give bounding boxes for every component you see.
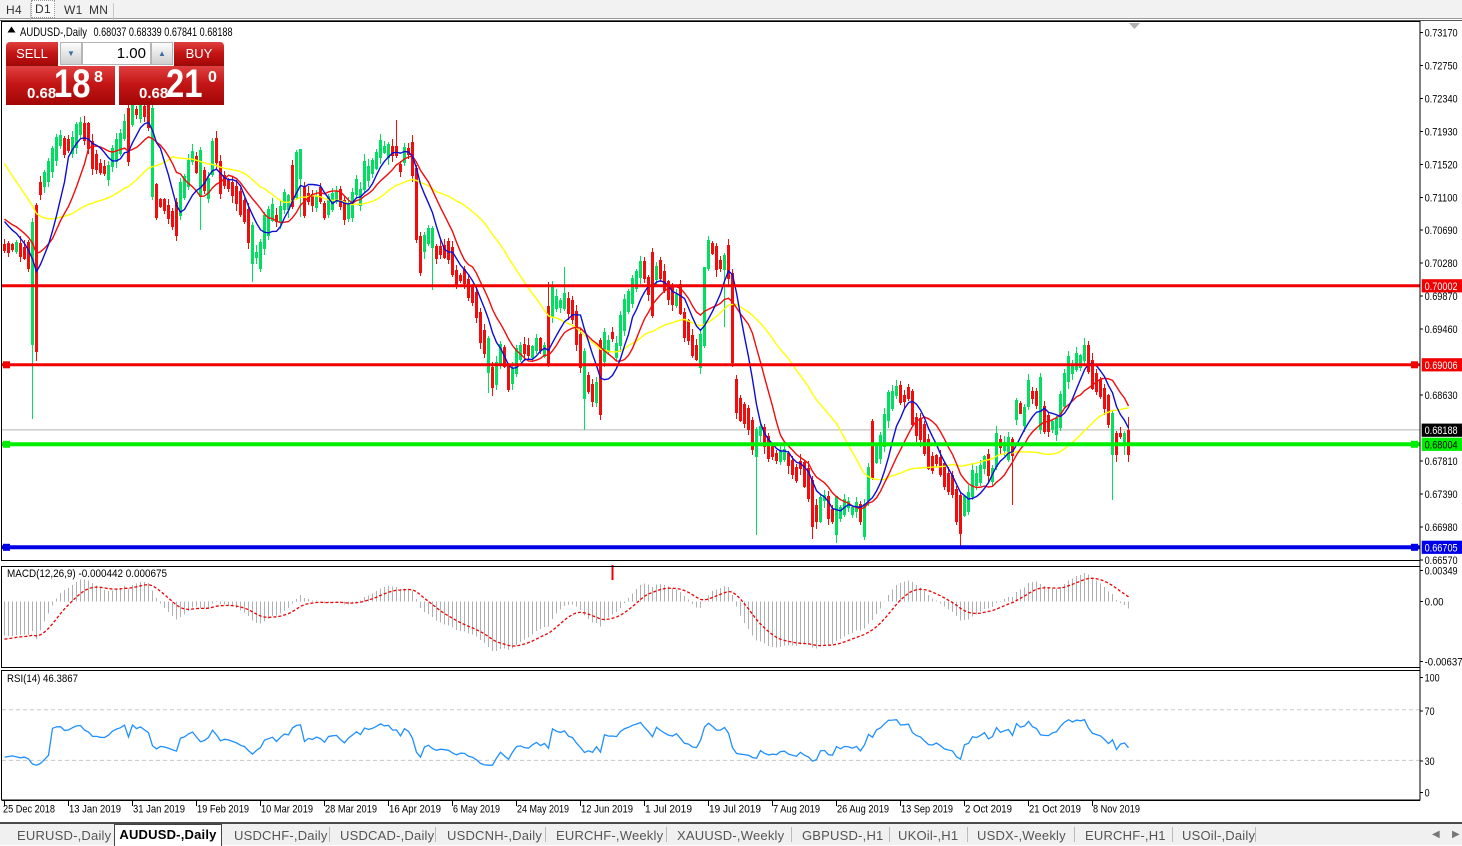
svg-text:AUDUSD-,Daily: AUDUSD-,Daily — [20, 25, 87, 39]
svg-text:0: 0 — [1425, 788, 1430, 800]
svg-text:0.66705: 0.66705 — [1425, 542, 1458, 554]
svg-text:0.68630: 0.68630 — [1425, 390, 1458, 402]
svg-text:0.70002: 0.70002 — [1425, 281, 1458, 293]
svg-text:2 Oct 2019: 2 Oct 2019 — [965, 804, 1012, 816]
svg-text:6 May 2019: 6 May 2019 — [453, 804, 500, 816]
svg-text:7 Aug 2019: 7 Aug 2019 — [773, 804, 820, 816]
svg-text:0.72340: 0.72340 — [1425, 93, 1458, 105]
svg-text:30: 30 — [1425, 756, 1435, 768]
svg-text:0.71520: 0.71520 — [1425, 159, 1458, 171]
svg-text:0.68004: 0.68004 — [1425, 439, 1458, 451]
svg-text:8 Nov 2019: 8 Nov 2019 — [1093, 804, 1140, 816]
svg-text:1 Jul 2019: 1 Jul 2019 — [645, 804, 692, 816]
svg-text:28 Mar 2019: 28 Mar 2019 — [325, 804, 377, 816]
svg-text:16 Apr 2019: 16 Apr 2019 — [389, 804, 441, 816]
svg-text:19 Jul 2019: 19 Jul 2019 — [709, 804, 761, 816]
svg-text:13 Jan 2019: 13 Jan 2019 — [69, 804, 121, 816]
svg-text:0.72750: 0.72750 — [1425, 60, 1458, 72]
svg-text:MACD(12,26,9) -0.000442 0.0006: MACD(12,26,9) -0.000442 0.000675 — [7, 568, 167, 580]
svg-text:0.66980: 0.66980 — [1425, 522, 1458, 534]
svg-text:0.69006: 0.69006 — [1425, 360, 1458, 372]
svg-text:0.71930: 0.71930 — [1425, 126, 1458, 138]
svg-text:0.00349: 0.00349 — [1425, 565, 1458, 577]
svg-text:0.73170: 0.73170 — [1425, 27, 1458, 39]
svg-text:0.70280: 0.70280 — [1425, 258, 1458, 270]
svg-text:13 Sep 2019: 13 Sep 2019 — [901, 804, 953, 816]
svg-text:0.67810: 0.67810 — [1425, 456, 1458, 468]
svg-text:70: 70 — [1425, 706, 1435, 718]
svg-text:25 Dec 2018: 25 Dec 2018 — [3, 804, 55, 816]
svg-text:0.68037 0.68339 0.67841 0.6818: 0.68037 0.68339 0.67841 0.68188 — [94, 25, 233, 39]
svg-text:0.69460: 0.69460 — [1425, 324, 1458, 336]
svg-text:0.67390: 0.67390 — [1425, 489, 1458, 501]
svg-text:26 Aug 2019: 26 Aug 2019 — [837, 804, 889, 816]
svg-text:21 Oct 2019: 21 Oct 2019 — [1029, 804, 1081, 816]
svg-text:100: 100 — [1425, 673, 1440, 685]
svg-text:12 Jun 2019: 12 Jun 2019 — [581, 804, 633, 816]
svg-text:0.69870: 0.69870 — [1425, 291, 1458, 303]
svg-text:31 Jan 2019: 31 Jan 2019 — [133, 804, 185, 816]
svg-text:RSI(14) 46.3867: RSI(14) 46.3867 — [7, 673, 78, 685]
svg-text:-0.00637: -0.00637 — [1425, 656, 1462, 668]
svg-text:19 Feb 2019: 19 Feb 2019 — [197, 804, 249, 816]
svg-text:0.71100: 0.71100 — [1425, 192, 1458, 204]
svg-text:0.68188: 0.68188 — [1425, 425, 1458, 437]
svg-text:0.70690: 0.70690 — [1425, 225, 1458, 237]
svg-text:10 Mar 2019: 10 Mar 2019 — [261, 804, 313, 816]
svg-text:24 May 2019: 24 May 2019 — [517, 804, 569, 816]
svg-text:0.00: 0.00 — [1425, 597, 1444, 609]
svg-text:0.66570: 0.66570 — [1425, 555, 1458, 567]
